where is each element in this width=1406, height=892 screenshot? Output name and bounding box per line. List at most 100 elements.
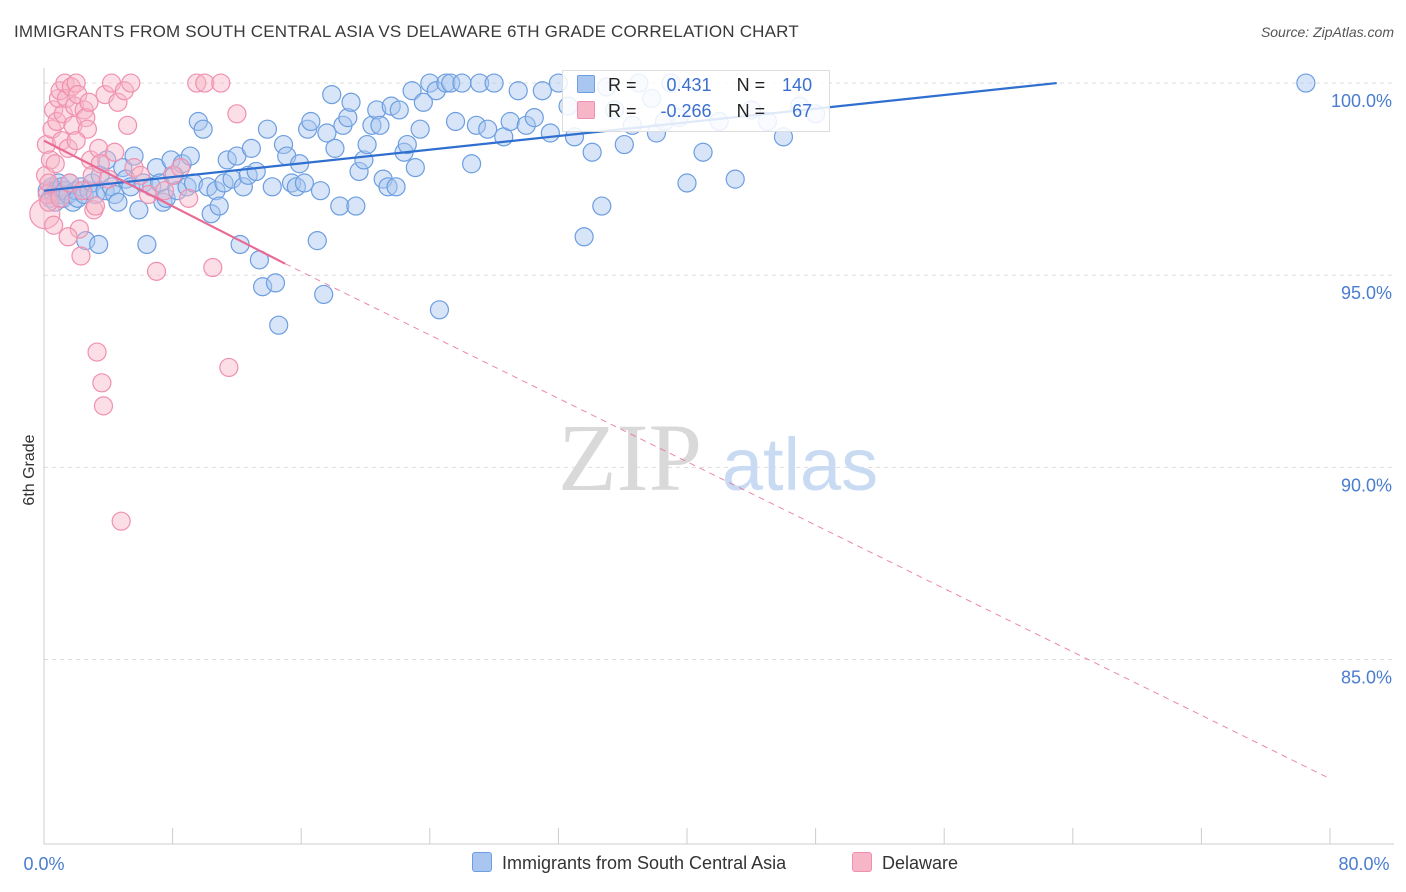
- point-south-central-asia: [410, 119, 430, 139]
- point-south-central-asia: [217, 150, 237, 170]
- point-south-central-asia: [314, 284, 334, 305]
- bottom-legend-pink: Delaware: [852, 852, 958, 874]
- legend-n-value-pink: 67: [792, 101, 813, 121]
- trend-line-delaware: [43, 139, 286, 265]
- point-delaware: [45, 154, 65, 174]
- y-tick-label: 85.0%: [1341, 668, 1392, 688]
- point-delaware: [47, 111, 67, 132]
- legend-n-label: N =: [736, 75, 766, 95]
- point-delaware: [195, 73, 215, 93]
- point-south-central-asia: [540, 123, 560, 143]
- point-south-central-asia: [129, 200, 149, 220]
- legend-row-blue: R = 0.431 N = 140: [577, 75, 812, 101]
- point-south-central-asia: [436, 73, 456, 93]
- point-south-central-asia: [269, 315, 289, 335]
- point-delaware: [44, 100, 64, 120]
- point-delaware: [69, 219, 89, 239]
- point-south-central-asia: [524, 108, 544, 128]
- point-south-central-asia: [257, 119, 278, 139]
- point-south-central-asia: [413, 92, 433, 112]
- point-south-central-asia: [362, 115, 382, 135]
- legend-n-label: N =: [736, 101, 766, 121]
- legend-row-pink: R = -0.266 N = 67: [577, 101, 812, 127]
- point-delaware: [211, 73, 231, 93]
- point-south-central-asia: [124, 146, 144, 166]
- point-delaware: [203, 257, 223, 278]
- bottom-legend-swatch-pink: [852, 852, 872, 872]
- point-south-central-asia: [484, 73, 504, 93]
- point-delaware: [111, 511, 131, 531]
- point-delaware: [50, 188, 70, 208]
- point-south-central-asia: [386, 177, 406, 197]
- point-south-central-asia: [582, 142, 602, 162]
- point-south-central-asia: [349, 161, 369, 182]
- point-south-central-asia: [298, 119, 318, 139]
- point-south-central-asia: [466, 115, 487, 135]
- point-delaware: [39, 173, 59, 193]
- point-south-central-asia: [402, 81, 422, 101]
- point-south-central-asia: [500, 111, 520, 132]
- point-south-central-asia: [317, 123, 337, 143]
- legend-r-label: R =: [608, 101, 637, 121]
- point-delaware: [187, 73, 207, 93]
- y-tick-label: 100.0%: [1331, 91, 1392, 111]
- point-south-central-asia: [253, 277, 273, 297]
- point-south-central-asia: [378, 177, 398, 197]
- point-south-central-asia: [1296, 73, 1316, 93]
- watermark-atlas: atlas: [722, 423, 878, 506]
- legend-n-value-blue: 140: [782, 75, 813, 95]
- point-delaware: [227, 104, 247, 124]
- legend-r-label: R =: [608, 75, 637, 95]
- y-tick-label: 90.0%: [1341, 475, 1392, 495]
- point-south-central-asia: [452, 73, 472, 93]
- point-south-central-asia: [461, 154, 482, 174]
- point-delaware: [89, 138, 109, 158]
- point-south-central-asia: [370, 115, 390, 135]
- point-south-central-asia: [614, 134, 634, 155]
- point-south-central-asia: [325, 138, 345, 158]
- point-delaware: [92, 373, 112, 393]
- correlation-legend: R = 0.431 N = 140 R = -0.266 N = 67: [562, 70, 830, 132]
- point-delaware: [56, 88, 77, 109]
- bottom-legend-blue: Immigrants from South Central Asia: [472, 852, 786, 874]
- point-south-central-asia: [405, 158, 425, 178]
- point-south-central-asia: [330, 196, 350, 216]
- point-south-central-asia: [161, 150, 181, 170]
- point-south-central-asia: [108, 192, 128, 212]
- legend-swatch-blue: [577, 75, 595, 93]
- point-delaware: [117, 115, 138, 135]
- point-delaware: [154, 181, 175, 201]
- point-delaware: [87, 342, 107, 362]
- point-south-central-asia: [346, 196, 366, 216]
- point-south-central-asia: [89, 234, 109, 255]
- point-south-central-asia: [516, 115, 536, 135]
- point-delaware: [93, 396, 114, 416]
- point-south-central-asia: [357, 134, 377, 155]
- point-south-central-asia: [301, 111, 321, 132]
- point-south-central-asia: [389, 100, 409, 120]
- point-south-central-asia: [367, 100, 387, 120]
- point-south-central-asia: [441, 73, 461, 93]
- bottom-legend-label-blue: Immigrants from South Central Asia: [502, 853, 787, 873]
- legend-swatch-pink: [577, 101, 595, 119]
- point-south-central-asia: [341, 92, 361, 112]
- point-delaware: [77, 119, 98, 139]
- bottom-legend-swatch-blue: [472, 852, 492, 872]
- watermark: ZIP atlas: [558, 404, 878, 511]
- point-south-central-asia: [310, 181, 331, 201]
- watermark-zip: ZIP: [558, 404, 702, 511]
- source-label: Source: ZipAtlas.com: [1260, 24, 1394, 40]
- point-south-central-asia: [137, 234, 157, 255]
- point-south-central-asia: [241, 138, 261, 158]
- point-delaware: [85, 196, 106, 216]
- legend-r-value-pink: -0.266: [660, 101, 712, 121]
- point-delaware: [219, 357, 239, 378]
- point-south-central-asia: [420, 73, 440, 93]
- point-delaware: [121, 73, 141, 93]
- point-delaware: [171, 158, 191, 178]
- point-south-central-asia: [265, 273, 286, 293]
- point-delaware: [179, 188, 199, 208]
- point-south-central-asia: [725, 169, 745, 189]
- point-delaware: [114, 81, 134, 101]
